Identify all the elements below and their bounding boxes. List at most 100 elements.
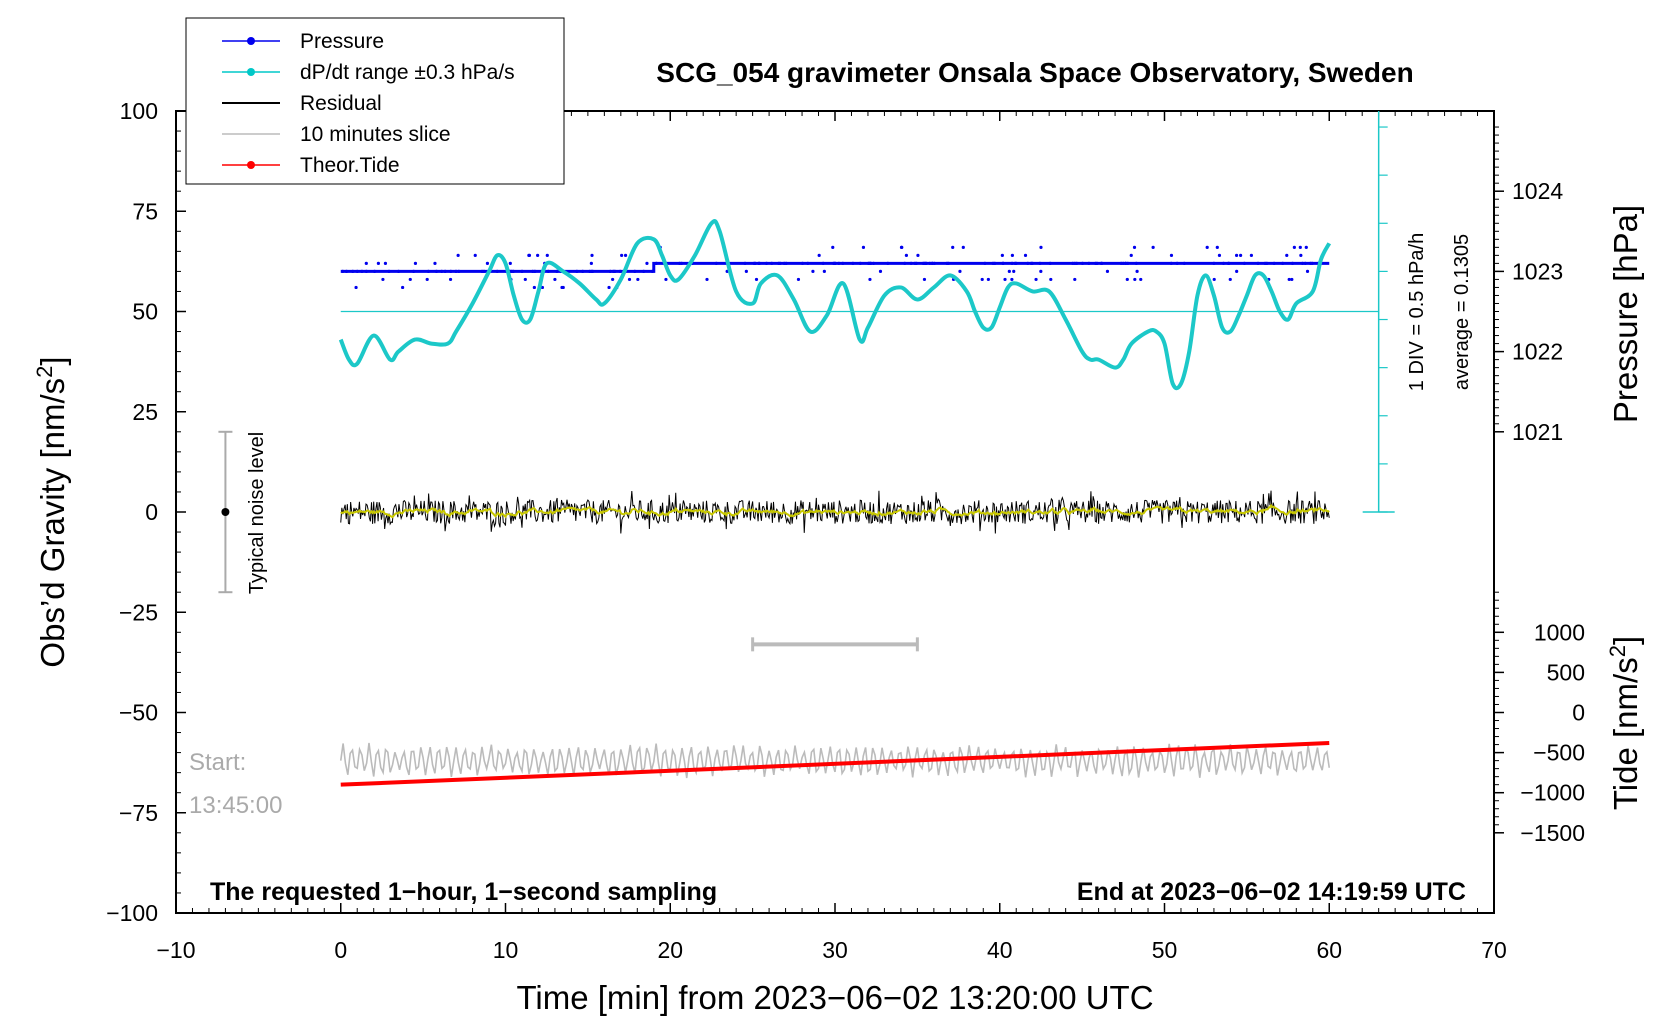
pressure-point — [1012, 269, 1016, 273]
pressure-point — [1169, 261, 1173, 265]
pressure-point — [536, 253, 540, 257]
pressure-point — [951, 245, 955, 249]
pressure-point — [1305, 269, 1310, 273]
pressure-point — [449, 269, 453, 273]
pressure-point — [993, 261, 997, 265]
pressure-point — [376, 261, 380, 265]
pressure-point — [958, 269, 962, 273]
pressure-point — [1049, 277, 1053, 282]
pressure-point — [1133, 277, 1137, 282]
pressure-point — [1014, 261, 1018, 265]
scale-text-div: 1 DIV = 0.5 hPa/h — [1406, 233, 1428, 391]
pressure-point — [1182, 261, 1186, 265]
pressure-point — [485, 261, 490, 265]
pressure-point — [645, 261, 649, 265]
pressure-point — [448, 277, 453, 282]
pressure-point — [868, 277, 872, 282]
pressure-point — [1303, 261, 1307, 265]
y-left-title-main: Obs’d Gravity [nm/s — [34, 378, 71, 668]
pressure-axis-title: Pressure [hPa] — [1607, 205, 1644, 423]
start-time: 13:45:00 — [189, 792, 282, 819]
pressure-point — [1048, 261, 1052, 265]
pressure-point — [1151, 245, 1155, 249]
pressure-point — [777, 261, 781, 265]
pressure-point — [434, 269, 439, 273]
pressure-point — [654, 261, 658, 265]
residual-smooth-line — [340, 503, 1330, 519]
pressure-point — [1300, 261, 1305, 265]
pressure-point — [1034, 277, 1038, 282]
pressure-point — [986, 277, 990, 282]
pressure-point — [903, 261, 907, 265]
pressure-point — [1139, 277, 1143, 282]
pressure-point — [867, 261, 871, 265]
pressure-point — [618, 269, 622, 273]
pressure-point — [922, 277, 927, 282]
legend-label: Residual — [300, 92, 382, 115]
pressure-point — [1000, 253, 1004, 257]
chart-title: SCG_054 gravimeter Onsala Space Observat… — [656, 57, 1413, 88]
annotations — [218, 430, 919, 652]
pressure-point — [1239, 253, 1243, 257]
pressure-point — [1242, 261, 1246, 265]
y-tick-label: −75 — [119, 800, 158, 826]
pressure-point — [1308, 261, 1313, 265]
pressure-point — [705, 277, 709, 282]
x-tick-label: 10 — [493, 937, 519, 963]
pressure-point — [961, 245, 965, 249]
pressure-point — [1080, 261, 1085, 265]
pressure-point — [581, 269, 585, 273]
pressure-point — [344, 269, 349, 273]
pressure-point — [425, 277, 429, 282]
y-left-title-end: ] — [34, 356, 71, 365]
x-tick-label: 70 — [1481, 937, 1507, 963]
pressure-point — [589, 269, 594, 273]
pressure-point — [590, 253, 594, 257]
pressure-point — [408, 277, 412, 282]
legend-label: Theor.Tide — [300, 154, 400, 177]
tide-tick-label: 500 — [1547, 659, 1585, 685]
pressure-point — [1129, 253, 1133, 257]
pressure-point — [1121, 261, 1125, 265]
pressure-point — [1169, 253, 1174, 257]
pressure-point — [482, 269, 486, 273]
start-label: Start: — [189, 749, 246, 776]
tide-title-sup: 2 — [1605, 645, 1630, 657]
pressure-point — [1299, 253, 1303, 257]
pressure-point — [607, 285, 611, 290]
footer-right: End at 2023−06−02 14:19:59 UTC — [1077, 878, 1466, 906]
pressure-point — [546, 269, 550, 273]
pressure-point — [1023, 253, 1028, 257]
pressure-point — [1304, 245, 1308, 249]
x-axis: −10 0 10 20 30 40 50 60 70 — [156, 111, 1507, 963]
pressure-point — [1010, 277, 1014, 282]
pressure-point — [811, 269, 815, 273]
y-tick-label: 100 — [120, 98, 158, 124]
pressure-point — [1073, 277, 1077, 282]
pressure-point — [1087, 261, 1091, 265]
tide-title-main: Tide [nm/s — [1607, 657, 1644, 810]
pressure-point — [983, 261, 987, 265]
pressure-point — [1290, 261, 1295, 265]
pressure-point — [642, 269, 646, 273]
pressure-point — [1281, 261, 1285, 265]
x-axis-title: Time [min] from 2023−06−02 13:20:00 UTC — [516, 979, 1153, 1016]
pressure-point — [575, 269, 579, 273]
pressure-point — [664, 277, 668, 282]
pressure-point — [627, 277, 632, 282]
pressure-point — [1215, 245, 1219, 249]
pressure-point — [520, 269, 524, 273]
pressure-point — [364, 261, 368, 265]
pressure-point — [878, 269, 883, 273]
pressure-point — [1010, 261, 1014, 265]
pressure-point — [1093, 261, 1098, 265]
y-tick-label: 50 — [132, 299, 158, 325]
pressure-point — [351, 269, 355, 273]
pressure-point — [364, 269, 368, 273]
pressure-point — [1175, 261, 1179, 265]
y-tick-label: 0 — [145, 499, 158, 525]
pressure-point — [831, 245, 835, 249]
tide-tick-label: −500 — [1533, 740, 1585, 766]
pressure-point — [817, 253, 821, 257]
